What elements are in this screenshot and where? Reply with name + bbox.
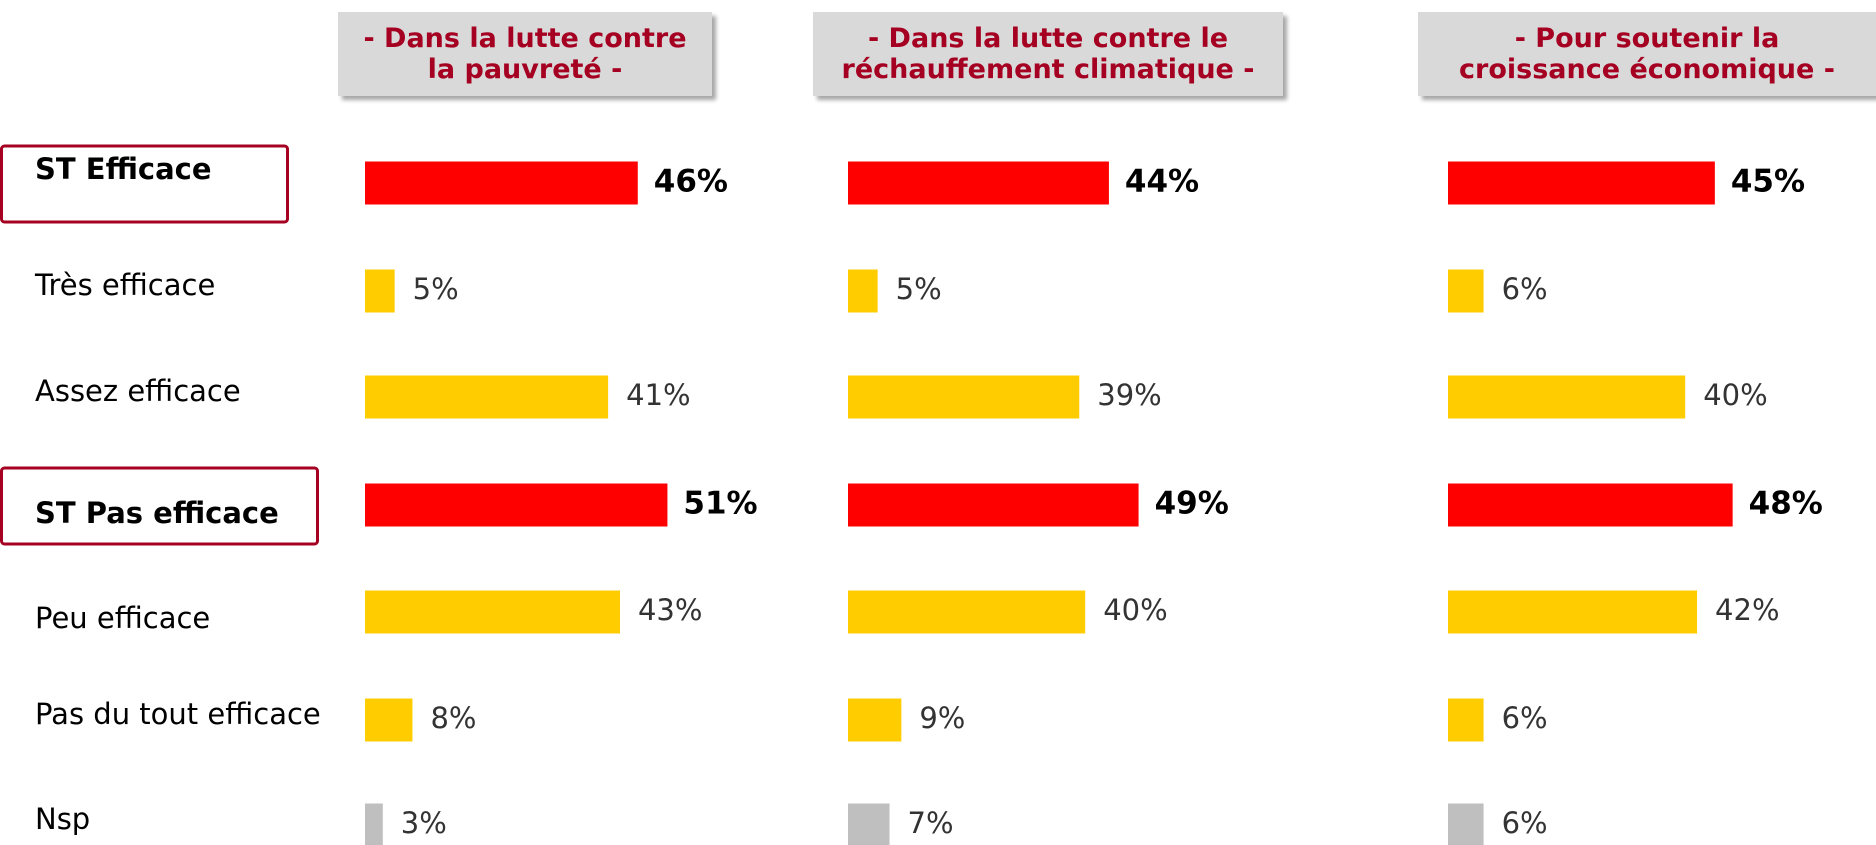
bar xyxy=(848,375,1080,419)
bar xyxy=(1448,269,1484,313)
bar xyxy=(1448,803,1484,845)
value-label: 5% xyxy=(896,272,942,306)
category-label: Nsp xyxy=(35,802,90,836)
bar xyxy=(848,161,1109,205)
category-label: Pas du tout efficace xyxy=(35,697,321,731)
value-label: 40% xyxy=(1103,593,1167,627)
bar xyxy=(848,698,902,742)
value-label: 45% xyxy=(1731,164,1805,200)
value-label: 39% xyxy=(1097,378,1161,412)
value-label: 6% xyxy=(1502,806,1548,840)
value-label: 40% xyxy=(1703,378,1767,412)
value-label: 5% xyxy=(413,272,459,306)
bar xyxy=(365,375,609,419)
value-label: 42% xyxy=(1715,593,1779,627)
bar xyxy=(365,269,395,313)
value-label: 9% xyxy=(919,701,965,735)
value-label: 49% xyxy=(1155,486,1229,522)
category-box xyxy=(0,144,289,224)
bar xyxy=(365,590,620,634)
bar xyxy=(848,803,890,845)
category-box xyxy=(0,466,319,546)
bar xyxy=(365,803,383,845)
category-label: ST Pas efficace xyxy=(35,496,279,530)
value-label: 6% xyxy=(1502,272,1548,306)
panel-title: - Dans la lutte contre la pauvreté - xyxy=(338,12,712,96)
value-label: 44% xyxy=(1125,164,1199,200)
value-label: 3% xyxy=(401,806,447,840)
value-label: 8% xyxy=(430,701,476,735)
panel-title: - Dans la lutte contre le réchauffement … xyxy=(813,12,1283,96)
bar xyxy=(1448,375,1686,419)
bar xyxy=(365,161,638,205)
category-label: ST Efficace xyxy=(35,152,212,186)
bar xyxy=(1448,590,1698,634)
value-label: 43% xyxy=(638,593,702,627)
bar xyxy=(1448,161,1715,205)
value-label: 7% xyxy=(908,806,954,840)
value-label: 41% xyxy=(626,378,690,412)
bar xyxy=(848,269,878,313)
bar xyxy=(848,590,1086,634)
bar xyxy=(1448,698,1484,742)
bar xyxy=(365,698,413,742)
category-label: Peu efficace xyxy=(35,601,210,635)
bar xyxy=(1448,483,1733,527)
value-label: 51% xyxy=(683,486,757,522)
panel-title: - Pour soutenir la croissance économique… xyxy=(1418,12,1876,96)
bar xyxy=(365,483,668,527)
value-label: 48% xyxy=(1749,486,1823,522)
category-label: Assez efficace xyxy=(35,374,241,408)
value-label: 6% xyxy=(1502,701,1548,735)
value-label: 46% xyxy=(654,164,728,200)
bar xyxy=(848,483,1139,527)
category-label: Très efficace xyxy=(34,268,215,302)
